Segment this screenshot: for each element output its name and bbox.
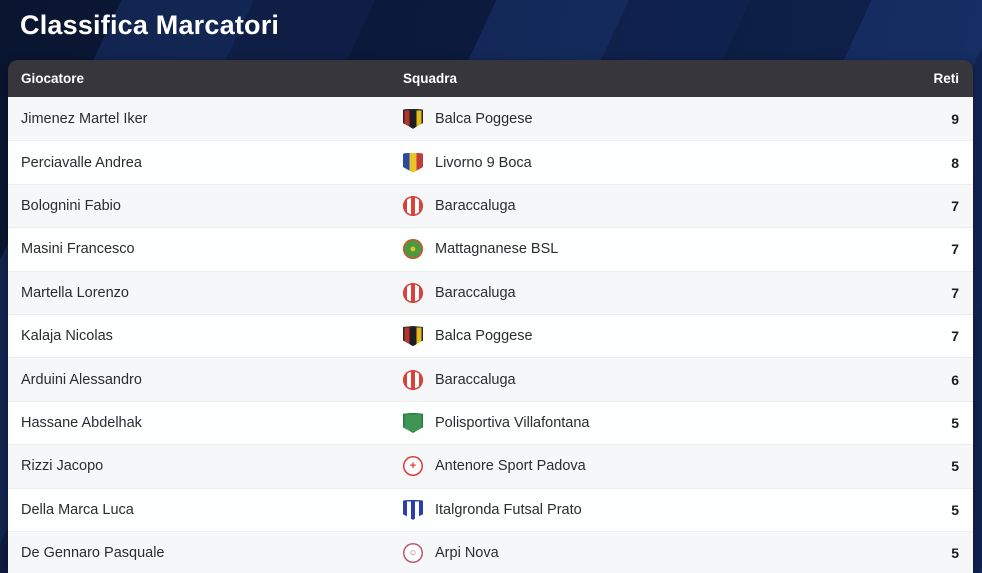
goals-count: 6: [951, 371, 959, 388]
team-badge-icon: [403, 195, 423, 216]
team-badge-icon: +: [403, 456, 423, 477]
team-name: Mattagnanese BSL: [435, 241, 559, 258]
team-name: Livorno 9 Boca: [435, 154, 532, 171]
goals-count: 8: [951, 154, 959, 171]
column-header-squadra: Squadra: [403, 71, 458, 86]
table-row: Della Marca Luca Italgronda Futsal Prato…: [8, 487, 973, 531]
team-cell: Polisportiva Villafontana: [395, 412, 873, 433]
player-name: De Gennaro Pasquale: [21, 545, 165, 562]
table-row: Bolognini Fabio Baraccaluga 7: [8, 183, 973, 228]
goals-count: 5: [951, 458, 959, 475]
team-badge-icon: [403, 108, 423, 129]
team-cell: Balca Poggese: [395, 326, 873, 347]
team-cell: Baraccaluga: [395, 195, 873, 216]
team-badge-icon: [403, 326, 423, 347]
team-name: Balca Poggese: [435, 110, 533, 127]
player-name: Jimenez Martel Iker: [21, 110, 148, 127]
team-name: Italgronda Futsal Prato: [435, 501, 582, 518]
goals-count: 5: [951, 501, 959, 518]
goals-count: 9: [951, 110, 959, 127]
table-body: Jimenez Martel Iker Balca Poggese 9 Perc…: [8, 97, 973, 573]
goals-count: 7: [951, 197, 959, 214]
table-row: Perciavalle Andrea Livorno 9 Boca 8: [8, 140, 973, 184]
player-name: Rizzi Jacopo: [21, 458, 104, 475]
player-name: Masini Francesco: [21, 241, 135, 258]
goals-count: 7: [951, 328, 959, 345]
team-badge-icon: [403, 369, 423, 390]
goals-count: 5: [951, 545, 959, 562]
column-header-reti: Reti: [933, 71, 959, 86]
team-cell: Italgronda Futsal Prato: [395, 499, 873, 520]
table-row: Rizzi Jacopo + Antenore Sport Padova 5: [8, 444, 973, 488]
goals-count: 7: [951, 241, 959, 258]
table-row: De Gennaro Pasquale ○ Arpi Nova 5: [8, 530, 973, 573]
team-name: Baraccaluga: [435, 371, 516, 388]
team-badge-icon: ●: [403, 239, 423, 260]
team-cell: + Antenore Sport Padova: [395, 456, 873, 477]
team-cell: Baraccaluga: [395, 369, 873, 390]
team-cell: Livorno 9 Boca: [395, 152, 873, 173]
team-badge-icon: [403, 152, 423, 173]
column-header-giocatore: Giocatore: [21, 71, 85, 86]
player-name: Bolognini Fabio: [21, 197, 121, 214]
player-name: Kalaja Nicolas: [21, 328, 113, 345]
team-name: Baraccaluga: [435, 284, 516, 301]
team-cell: Baraccaluga: [395, 282, 873, 303]
scorers-table: Giocatore Squadra Reti Jimenez Martel Ik…: [8, 60, 973, 573]
team-name: Arpi Nova: [435, 545, 499, 562]
table-header-row: Giocatore Squadra Reti: [8, 60, 973, 97]
table-row: Jimenez Martel Iker Balca Poggese 9: [8, 97, 973, 141]
team-badge-icon: [403, 412, 423, 433]
team-badge-icon: ○: [403, 543, 423, 564]
team-cell: ○ Arpi Nova: [395, 543, 873, 564]
table-row: Kalaja Nicolas Balca Poggese 7: [8, 313, 973, 358]
player-name: Martella Lorenzo: [21, 284, 129, 301]
team-badge-icon: [403, 499, 423, 520]
goals-count: 7: [951, 284, 959, 301]
team-cell: Balca Poggese: [395, 108, 873, 129]
team-badge-icon: [403, 282, 423, 303]
team-name: Antenore Sport Padova: [435, 458, 586, 475]
player-name: Hassane Abdelhak: [21, 414, 142, 431]
goals-count: 5: [951, 414, 959, 431]
table-row: Martella Lorenzo Baraccaluga 7: [8, 270, 973, 314]
table-row: Hassane Abdelhak Polisportiva Villafonta…: [8, 400, 973, 445]
team-name: Baraccaluga: [435, 197, 516, 214]
player-name: Arduini Alessandro: [21, 371, 142, 388]
page-title: Classifica Marcatori: [20, 10, 280, 40]
player-name: Della Marca Luca: [21, 501, 134, 518]
team-cell: ● Mattagnanese BSL: [395, 239, 873, 260]
table-row: Arduini Alessandro Baraccaluga 6: [8, 357, 973, 401]
table-row: Masini Francesco ● Mattagnanese BSL 7: [8, 227, 973, 271]
player-name: Perciavalle Andrea: [21, 154, 142, 171]
team-name: Polisportiva Villafontana: [435, 414, 590, 431]
team-name: Balca Poggese: [435, 328, 533, 345]
